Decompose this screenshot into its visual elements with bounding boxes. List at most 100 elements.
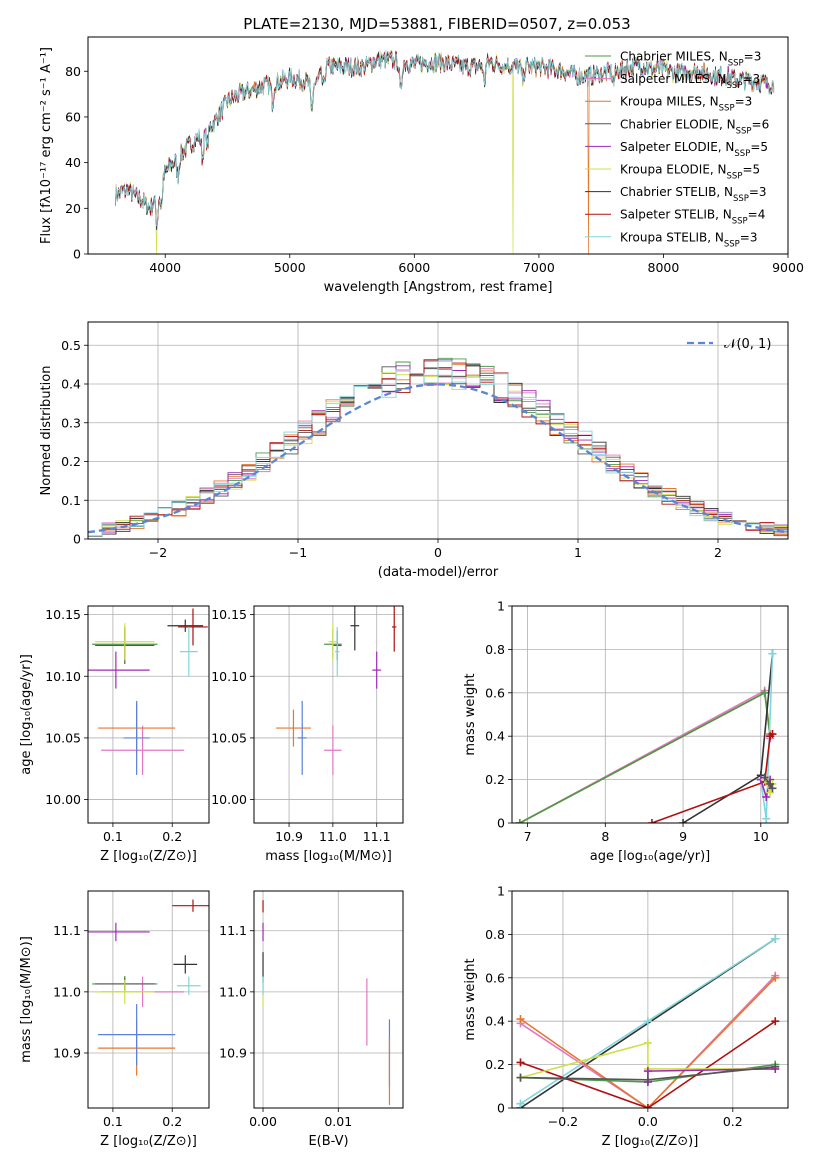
y-tick-label: 0	[73, 247, 81, 262]
axes-frame	[253, 890, 404, 1109]
y-tick-label: 11.0	[219, 984, 247, 999]
subplot-mass-age: 10.9 11.0 11.1 10.00 10.05 10.10 10.15 mass [lo…	[211, 605, 404, 864]
y-tick-label: 0.4	[61, 377, 81, 392]
subplot-z-mass: 0.1 0.2 10.9 11.0 11.1 Z [log₁₀(Z/Z⊙)] mass [l…	[19, 890, 210, 1149]
sfh-marker	[516, 1099, 525, 1108]
x-tick-label: 0.00	[249, 1114, 277, 1129]
x-tick-label: 6000	[398, 260, 430, 275]
legend-entry: 𝒩(0, 1)	[724, 337, 771, 352]
sfh-marker	[766, 788, 775, 797]
x-tick-label: 2	[714, 545, 722, 560]
y-tick-label: 0.1	[61, 493, 81, 508]
x-axis-label: Z [log₁₀(Z/Z⊙)]	[100, 849, 197, 864]
y-tick-label: 60	[65, 109, 81, 124]
x-tick-label: 7000	[523, 260, 555, 275]
y-tick-label: 11.1	[53, 923, 81, 938]
y-tick-label: 0.2	[61, 454, 81, 469]
y-tick-label: 10.9	[219, 1045, 247, 1060]
y-tick-label: 1	[497, 599, 505, 614]
x-tick-label: 0.1	[103, 829, 123, 844]
sfh-marker	[768, 784, 777, 793]
subplot-sfh-age: 7 8 9 10 0 0.2 0.4 0.6 0.8 1 age [log₁₀(age/yr)] ma…	[463, 599, 789, 864]
sfh-marker	[643, 1067, 652, 1076]
y-tick-label: 0.4	[485, 729, 505, 744]
y-tick-label: 0.3	[61, 415, 81, 430]
x-tick-label: −2	[149, 545, 167, 560]
sfh-marker	[516, 1058, 525, 1067]
y-axis-label: mass weight	[463, 673, 478, 755]
y-tick-label: 10.10	[45, 669, 81, 684]
sfh-marker	[768, 730, 777, 739]
y-tick-label: 0.5	[61, 338, 81, 353]
plot-area-residuals	[88, 357, 788, 539]
sfh-marker	[762, 814, 771, 823]
sfh-marker	[679, 819, 688, 823]
y-tick-label: 10.05	[45, 730, 81, 745]
legend-entry: Kroupa STELIB, NSSP=3	[620, 230, 758, 249]
y-tick-label: 0	[497, 1101, 505, 1116]
sfh-marker	[771, 934, 780, 943]
axes-frame	[87, 321, 789, 540]
legend-entry: Chabrier MILES, NSSP=3	[620, 50, 761, 69]
sfh-marker	[768, 649, 777, 658]
y-tick-label: 0.2	[485, 1057, 505, 1072]
figure-title: PLATE=2130, MJD=53881, FIBERID=0507, z=0…	[243, 15, 630, 33]
spectrum-legend: Chabrier MILES, NSSP=3 Salpeter MILES, NS…	[585, 50, 769, 249]
axes-frame	[253, 605, 404, 824]
axes-frame	[87, 36, 789, 255]
plot-area-z-mass	[88, 899, 209, 1076]
x-tick-label: 0.2	[723, 1114, 743, 1129]
y-tick-label: 20	[65, 201, 81, 216]
plot-area-sfh-age	[515, 649, 777, 823]
subplot-spectrum: 4000 5000 6000 7000 8000 9000 0 20 40 60 80 wavelen…	[39, 36, 804, 295]
sfh-marker	[643, 1017, 652, 1026]
axes-frame	[511, 890, 789, 1109]
x-axis-label: Z [log₁₀(Z/Z⊙)]	[100, 1134, 197, 1149]
y-tick-label: 0.8	[485, 927, 505, 942]
legend-entry: Chabrier ELODIE, NSSP=6	[620, 117, 769, 136]
x-tick-label: 0.0	[638, 1114, 658, 1129]
x-tick-label: 0.01	[324, 1114, 352, 1129]
y-tick-label: 10.00	[211, 792, 247, 807]
y-tick-label: 10.9	[53, 1045, 81, 1060]
y-tick-label: 0.4	[485, 1014, 505, 1029]
x-tick-label: 11.1	[363, 829, 391, 844]
sfh-marker	[771, 973, 780, 982]
sfh-marker	[515, 819, 524, 823]
legend-entry: Kroupa ELODIE, NSSP=5	[620, 163, 760, 182]
x-axis-label: E(B-V)	[308, 1134, 348, 1149]
y-axis-label: age [log₁₀(age/yr)]	[19, 654, 34, 775]
y-tick-label: 11.1	[219, 923, 247, 938]
x-axis-label: age [log₁₀(age/yr)]	[590, 849, 711, 864]
x-tick-label: 0.1	[103, 1114, 123, 1129]
x-axis-label: Z [log₁₀(Z/Z⊙)]	[602, 1134, 699, 1149]
sfh-marker	[516, 1015, 525, 1024]
sfh-marker	[762, 792, 771, 801]
sfh-marker	[643, 1075, 652, 1084]
sfh-marker	[760, 688, 769, 697]
subplot-z-age: 0.1 0.2 10.00 10.05 10.10 10.15 Z [log₁₀(Z/Z⊙)…	[19, 605, 210, 864]
subplot-ebv-mass: 0.00 0.01 10.9 11.0 11.1 E(B-V)	[219, 890, 404, 1149]
y-tick-label: 0.6	[485, 970, 505, 985]
axes-frame	[511, 605, 789, 824]
y-axis-label: Flux [fλ10⁻¹⁷ erg cm⁻² s⁻¹ A⁻¹]	[39, 47, 54, 244]
y-tick-label: 80	[65, 64, 81, 79]
x-tick-label: 10	[753, 829, 769, 844]
x-tick-label: 10.9	[275, 829, 303, 844]
x-axis-label: wavelength [Angstrom, rest frame]	[324, 280, 553, 295]
sfh-marker	[771, 1062, 780, 1071]
sfh-marker	[643, 1038, 652, 1047]
y-tick-label: 11.0	[53, 984, 81, 999]
x-tick-label: 0.2	[162, 829, 182, 844]
sfh-line	[519, 691, 771, 823]
x-axis-label: (data-model)/error	[378, 565, 499, 580]
y-tick-label: 40	[65, 155, 81, 170]
normal-reference-curve	[88, 383, 788, 534]
sfh-line	[520, 975, 776, 1108]
x-tick-label: 5000	[274, 260, 306, 275]
y-tick-label: 0	[497, 816, 505, 831]
legend-entry: Kroupa MILES, NSSP=3	[620, 95, 752, 114]
spectrum-line-kroupa-stelib	[115, 49, 775, 228]
axes-frame	[87, 605, 210, 824]
plot-area-spectrum	[115, 49, 775, 254]
